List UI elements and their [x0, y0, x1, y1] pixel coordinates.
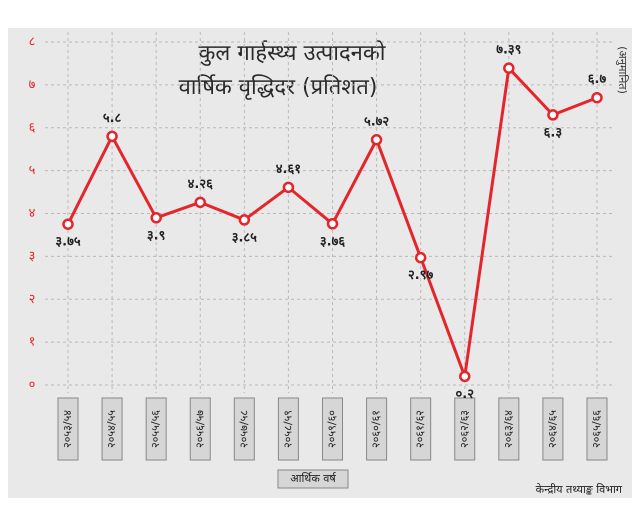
data-point	[591, 91, 603, 104]
x-tick-label: २०६१/६२	[414, 410, 427, 448]
data-label: ३.७५	[55, 235, 80, 250]
x-tick-box	[498, 397, 520, 461]
y-tick-label: ४	[29, 206, 36, 221]
x-tick-label: २०५४/५५	[105, 410, 118, 448]
chart-title: वार्षिक वृद्धिदर (प्रतिशत)	[179, 74, 378, 100]
data-label: ७.३९	[496, 43, 521, 58]
data-point	[238, 214, 251, 226]
x-tick-box	[57, 397, 79, 461]
y-tick-label: ०	[29, 378, 36, 393]
y-tick-label: ६	[29, 120, 36, 135]
x-tick-label: २०५७/५८	[237, 410, 250, 448]
x-tick-label: २०५९/६०	[326, 410, 339, 448]
x-tick-box	[322, 397, 343, 461]
x-axis-label: आर्थिक वर्ष	[290, 472, 337, 485]
x-tick-box	[277, 397, 299, 461]
x-tick-label: २०५३/५४	[61, 410, 74, 448]
y-tick-label: १	[29, 335, 36, 350]
x-tick-box	[189, 397, 211, 461]
x-tick-label: २०५५/५६	[149, 410, 162, 448]
data-label: ६.३	[544, 125, 563, 140]
x-tick-box	[542, 397, 564, 461]
chart-title: कुल गार्हस्थ्य उत्पादनको	[199, 40, 386, 66]
data-point	[370, 134, 383, 146]
data-point	[106, 130, 118, 143]
data-point	[503, 62, 515, 74]
data-label: ०.२	[456, 387, 475, 402]
x-tick-label: २०५६/५७	[193, 410, 206, 448]
x-tick-label: २०६४/६५	[546, 410, 559, 448]
x-tick-label: २०६५/६६	[590, 410, 603, 448]
x-tick-box	[366, 397, 388, 461]
data-point	[62, 218, 74, 230]
data-point	[194, 196, 206, 209]
y-tick-label: ८	[29, 35, 36, 50]
x-tick-box	[410, 397, 432, 461]
x-tick-box	[454, 397, 476, 461]
x-label-box	[277, 469, 349, 489]
data-label: ४.६१	[276, 162, 301, 177]
annotation: (अनुमानित)	[616, 46, 629, 94]
data-point	[459, 370, 471, 383]
data-point	[150, 212, 162, 224]
y-tick-label: २	[29, 292, 36, 307]
data-label: ३.९	[147, 228, 165, 243]
y-tick-label: ३	[29, 249, 36, 264]
data-label: २.९७	[408, 268, 433, 283]
data-point	[326, 218, 339, 230]
x-tick-label: २०५८/५९	[281, 410, 294, 448]
data-label: ६.७	[588, 72, 607, 87]
x-tick-box	[101, 397, 123, 461]
x-tick-box	[586, 397, 608, 461]
data-label: ३.८५	[232, 230, 257, 245]
x-tick-label: २०६२/६३	[458, 410, 471, 448]
source: केन्द्रीय तथ्याङ्क विभाग	[536, 483, 623, 496]
y-tick-label: ७	[29, 77, 36, 92]
data-point	[282, 181, 295, 194]
x-tick-label: २०६३/६४	[502, 410, 515, 448]
x-tick-box	[145, 397, 167, 461]
data-label: ४.२६	[188, 177, 213, 192]
data-point	[414, 251, 427, 264]
y-tick-label: ५	[29, 163, 36, 178]
data-point	[547, 109, 559, 121]
data-label: ३.७६	[320, 234, 345, 249]
x-tick-box	[233, 397, 255, 461]
x-tick-label: २०६०/६१	[370, 410, 383, 448]
data-label: ५.७२	[364, 114, 389, 129]
data-label: ५.८	[103, 111, 122, 126]
